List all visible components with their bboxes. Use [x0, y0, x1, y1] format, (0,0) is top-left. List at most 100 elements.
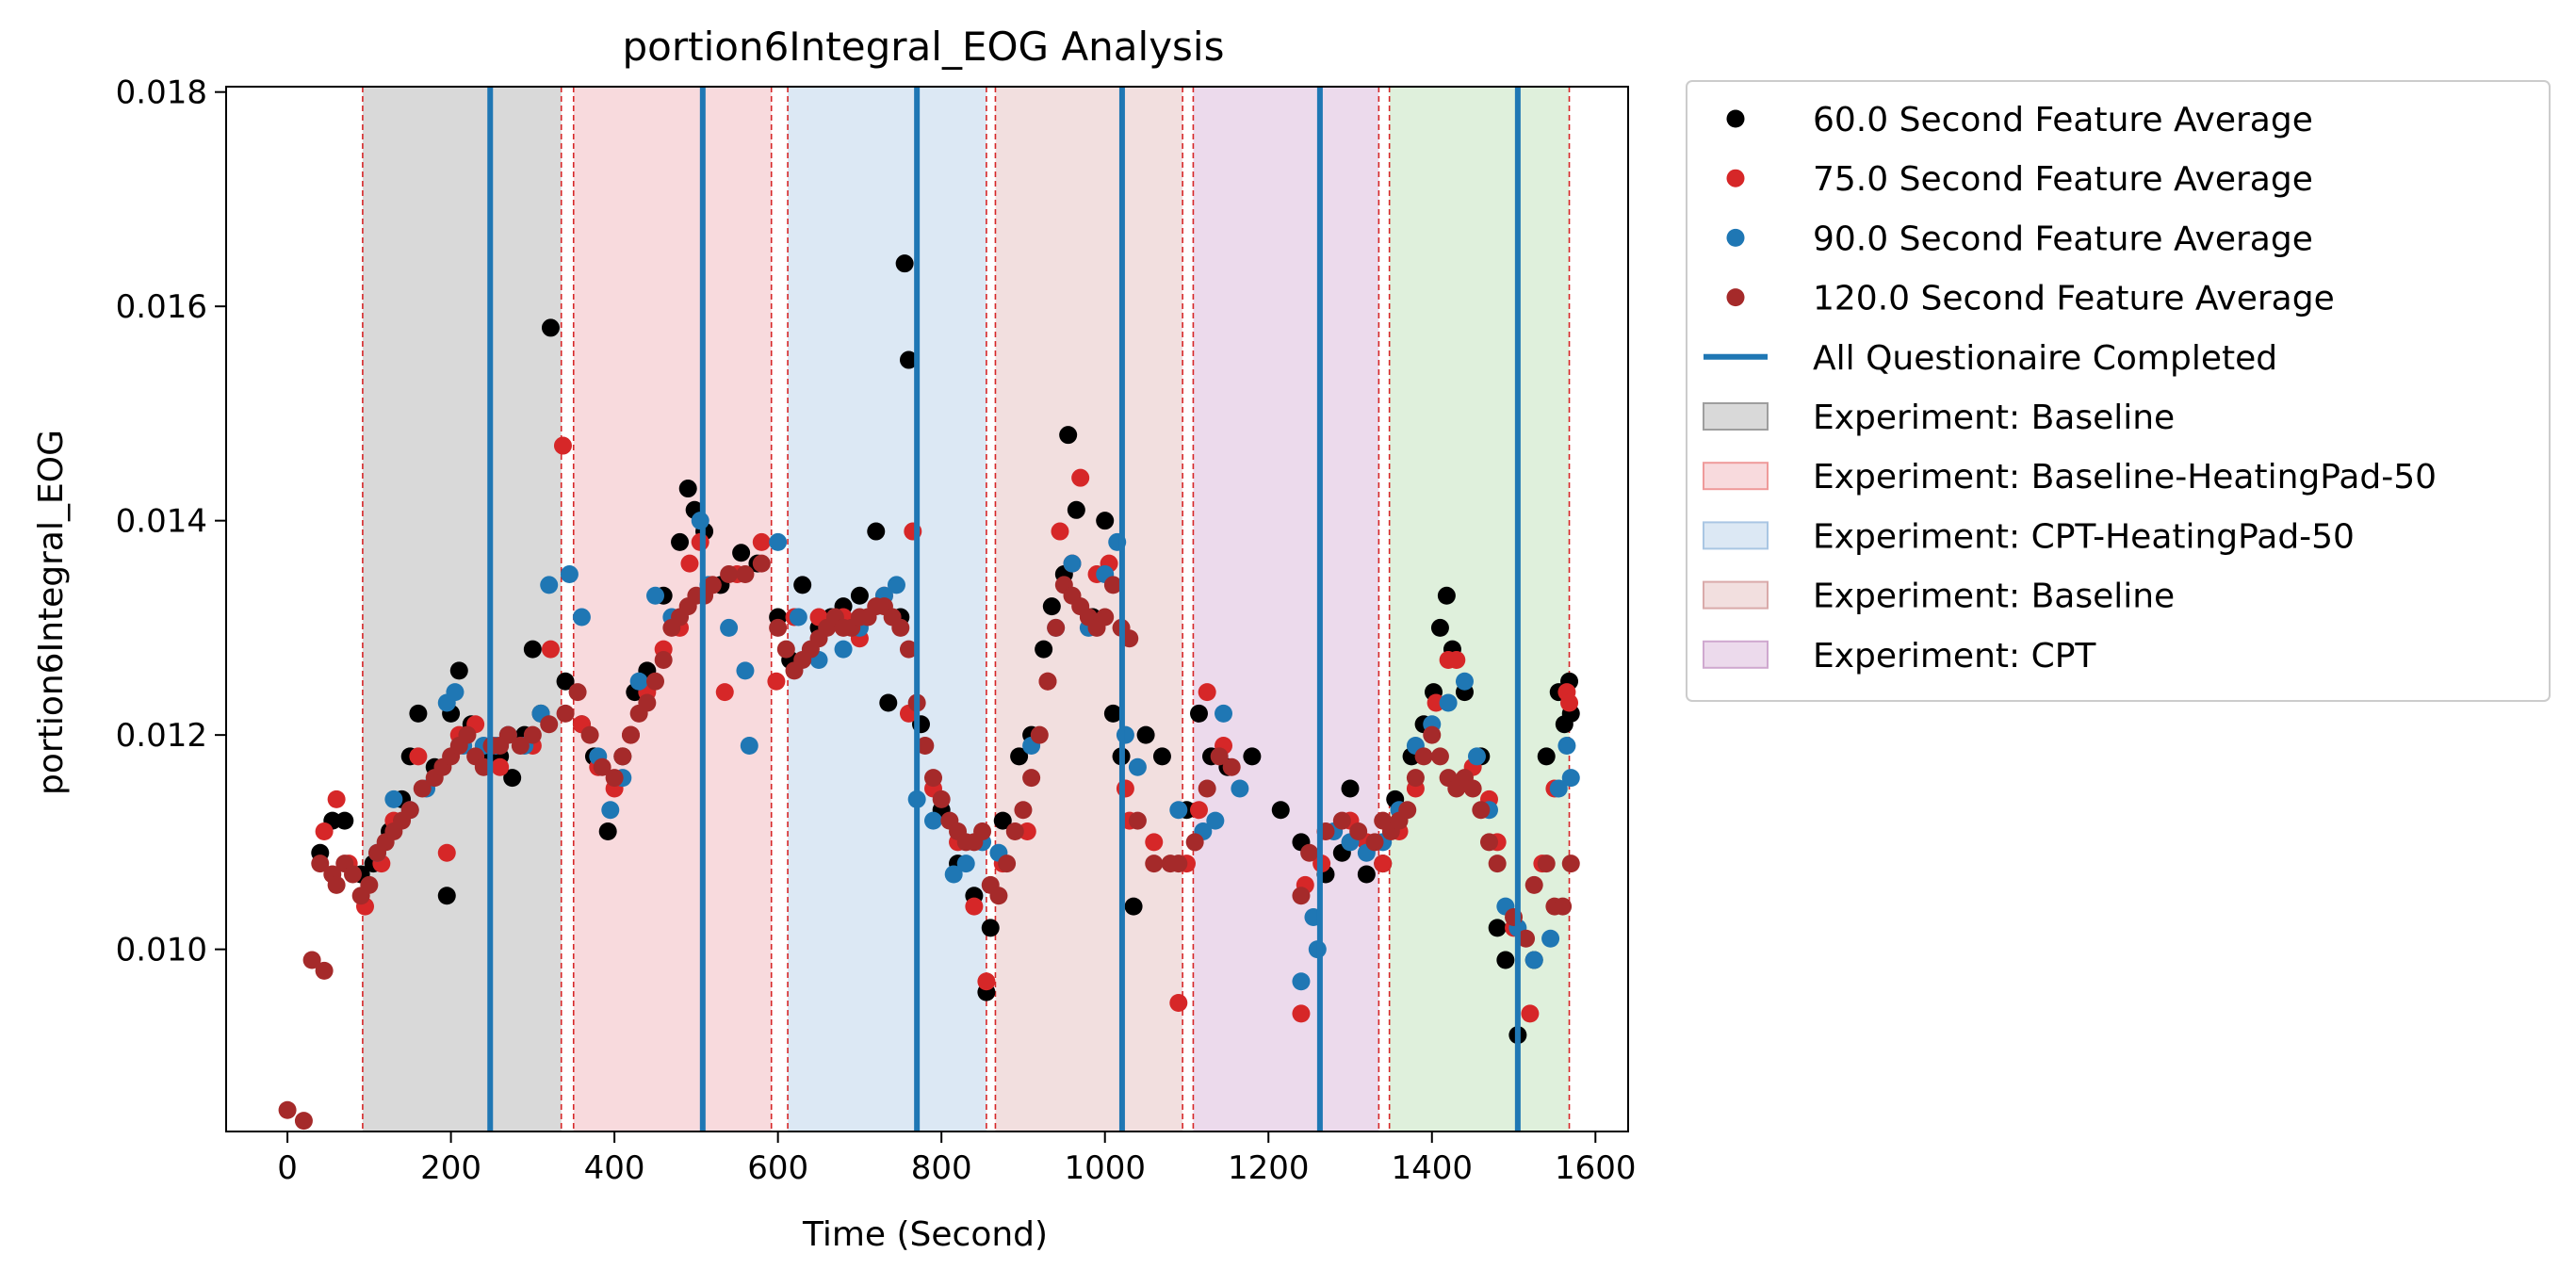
- point-series1-42: [1051, 522, 1069, 541]
- point-series0-91: [1496, 951, 1515, 969]
- point-series0-20: [541, 318, 560, 337]
- point-series0-74: [1271, 801, 1290, 820]
- legend-marker-1: [1726, 169, 1745, 187]
- point-series3-101: [1222, 757, 1241, 776]
- point-series1-26: [752, 532, 771, 551]
- point-series0-85: [1430, 618, 1449, 637]
- point-series3-105: [1332, 811, 1351, 830]
- x-axis-label: Time (Second): [802, 1215, 1048, 1254]
- plot-frame: [225, 86, 1629, 1132]
- point-series3-30: [556, 704, 575, 723]
- point-series1-13: [553, 436, 572, 455]
- legend-marker-7: [1703, 521, 1769, 550]
- point-series2-47: [1169, 801, 1188, 820]
- point-series3-47: [720, 565, 739, 584]
- legend-label-1: 75.0 Second Feature Average: [1813, 160, 2313, 199]
- point-series3-68: [916, 737, 935, 756]
- y-axis-label: portion6Integral_EOG: [32, 430, 71, 795]
- point-series2-35: [944, 865, 963, 884]
- point-series2-62: [1439, 693, 1458, 712]
- point-series0-53: [981, 919, 1000, 937]
- point-series2-19: [646, 586, 665, 605]
- point-series0-94: [1537, 747, 1556, 766]
- point-series3-28: [523, 725, 542, 744]
- point-series3-15: [400, 801, 419, 820]
- point-series3-69: [924, 769, 943, 788]
- point-series0-60: [1059, 426, 1078, 445]
- point-series3-84: [1047, 618, 1066, 637]
- point-series1-65: [1447, 651, 1466, 670]
- point-series3-26: [498, 725, 517, 744]
- point-series3-36: [621, 725, 640, 744]
- experiment-span-5: [1389, 87, 1570, 1131]
- point-series3-3: [311, 855, 330, 873]
- point-series2-13: [560, 565, 579, 584]
- point-series3-129: [1561, 855, 1580, 873]
- point-series1-1: [327, 790, 346, 808]
- point-series3-33: [593, 757, 611, 776]
- point-series3-16: [413, 779, 432, 798]
- point-series0-44: [879, 693, 898, 712]
- point-series2-26: [769, 532, 788, 551]
- point-series2-68: [1524, 951, 1543, 969]
- point-series2-24: [736, 661, 755, 680]
- point-series2-29: [834, 640, 853, 659]
- point-series2-69: [1541, 929, 1560, 948]
- point-series3-50: [769, 618, 788, 637]
- point-series3-78: [998, 855, 1017, 873]
- x-tick-label-8: 1600: [1555, 1149, 1637, 1187]
- point-series3-2: [302, 951, 321, 969]
- point-series3-119: [1463, 779, 1482, 798]
- point-series1-60: [1374, 855, 1393, 873]
- point-series3-98: [1185, 833, 1204, 852]
- point-series0-29: [671, 532, 690, 551]
- point-series1-47: [1116, 779, 1134, 798]
- point-series3-0: [278, 1100, 297, 1119]
- point-series0-54: [993, 811, 1012, 830]
- point-series3-107: [1365, 833, 1384, 852]
- point-series2-36: [956, 855, 975, 873]
- point-series2-72: [1561, 769, 1580, 788]
- point-series2-52: [1292, 972, 1311, 991]
- point-series3-46: [703, 576, 722, 594]
- point-series3-83: [1038, 672, 1057, 691]
- point-series1-10: [491, 757, 510, 776]
- point-series2-14: [572, 608, 591, 627]
- legend-label-3: 120.0 Second Feature Average: [1813, 280, 2335, 318]
- point-series2-45: [1116, 725, 1134, 744]
- point-series0-63: [1096, 512, 1115, 530]
- point-series1-27: [767, 672, 786, 691]
- point-series1-21: [680, 554, 699, 573]
- point-series1-70: [1521, 1004, 1540, 1023]
- point-series0-30: [678, 480, 697, 498]
- legend-label-6: Experiment: Baseline-HeatingPad-50: [1813, 458, 2437, 496]
- legend-label-2: 90.0 Second Feature Average: [1813, 220, 2313, 258]
- point-series3-79: [1005, 822, 1024, 841]
- point-series1-40: [1018, 822, 1036, 841]
- point-series1-7: [437, 843, 456, 862]
- point-series0-58: [1042, 597, 1061, 616]
- point-series0-67: [1136, 725, 1155, 744]
- point-series3-97: [1169, 855, 1188, 873]
- point-series2-1: [384, 790, 403, 808]
- point-series1-63: [1427, 693, 1445, 712]
- point-series0-10: [437, 887, 456, 905]
- point-series3-27: [511, 737, 530, 756]
- point-series0-8: [409, 704, 428, 723]
- point-series1-0: [315, 822, 334, 841]
- point-series1-24: [715, 683, 734, 702]
- point-series3-81: [1022, 769, 1041, 788]
- point-series3-34: [605, 769, 624, 788]
- point-series3-48: [736, 565, 755, 584]
- point-series0-21: [556, 672, 575, 691]
- point-series3-31: [568, 683, 587, 702]
- point-series3-126: [1537, 855, 1556, 873]
- point-series3-94: [1128, 811, 1147, 830]
- point-series2-16: [601, 801, 620, 820]
- point-series0-43: [867, 522, 886, 541]
- point-series3-122: [1488, 855, 1507, 873]
- legend-marker-9: [1703, 640, 1769, 669]
- point-series3-75: [973, 822, 992, 841]
- point-series3-10: [360, 875, 379, 894]
